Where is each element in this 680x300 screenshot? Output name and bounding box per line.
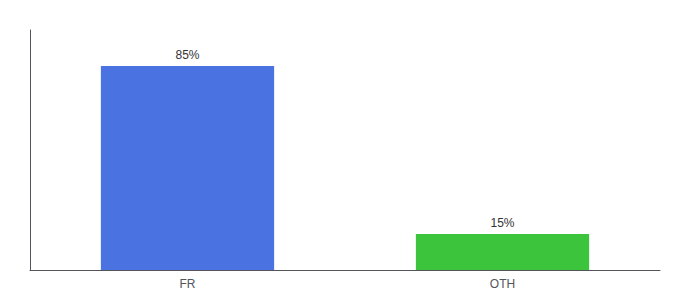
svg-text:FR: FR [180, 277, 196, 291]
svg-text:OTH: OTH [490, 277, 515, 291]
svg-text:85%: 85% [175, 48, 199, 62]
svg-text:15%: 15% [490, 216, 514, 230]
